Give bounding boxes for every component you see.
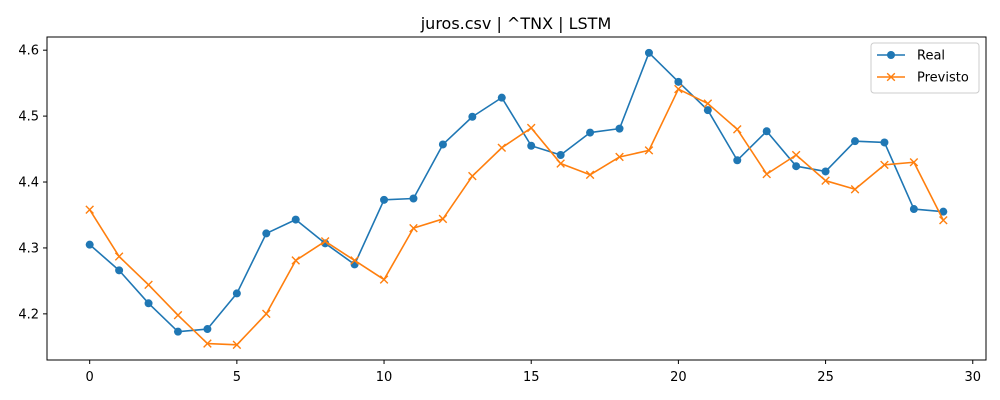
data-point	[909, 157, 919, 167]
x-tick-label: 15	[523, 370, 540, 385]
data-point	[880, 160, 889, 170]
legend-item-previsto: Previsto	[877, 71, 969, 86]
data-point	[497, 143, 507, 153]
series-real	[85, 48, 948, 336]
data-point	[173, 327, 182, 336]
legend-label: Previsto	[917, 71, 969, 86]
data-point	[114, 252, 124, 261]
data-point	[939, 215, 948, 225]
y-tick-label: 4.6	[18, 44, 39, 59]
data-point	[527, 141, 536, 150]
x-tick-label: 20	[670, 370, 687, 385]
legend-label: Real	[917, 49, 945, 64]
data-point	[291, 256, 301, 265]
data-point	[644, 48, 653, 57]
data-point	[556, 159, 565, 168]
legend-marker	[887, 51, 895, 59]
axes-frame	[46, 36, 987, 361]
data-point	[291, 215, 300, 224]
data-point	[203, 325, 212, 334]
data-point	[262, 229, 271, 238]
data-point	[821, 176, 830, 185]
data-point	[821, 167, 830, 176]
data-point	[262, 309, 271, 319]
y-tick-label: 4.4	[18, 176, 39, 191]
x-tick-label: 0	[86, 370, 94, 385]
data-point	[850, 184, 860, 194]
legend: Real Previsto	[870, 42, 980, 94]
series-line-real	[89, 52, 944, 333]
legend-item-real: Real	[877, 49, 945, 64]
data-point	[526, 123, 536, 133]
data-point	[232, 340, 242, 350]
data-point	[791, 150, 801, 160]
data-point	[939, 207, 948, 216]
data-point	[85, 205, 94, 215]
data-point	[232, 289, 241, 298]
data-point	[674, 84, 683, 94]
data-point	[732, 124, 742, 134]
x-tick-label: 30	[964, 370, 981, 385]
series-line-previsto	[89, 88, 945, 346]
data-point	[85, 240, 94, 249]
legend-marker	[886, 72, 896, 82]
data-point	[173, 310, 183, 320]
data-point	[762, 169, 771, 179]
data-point	[615, 124, 624, 133]
data-point	[556, 150, 565, 159]
data-point	[909, 205, 918, 214]
data-point	[586, 128, 595, 137]
data-point	[409, 194, 418, 203]
y-tick-label: 4.2	[18, 307, 39, 322]
data-point	[468, 112, 477, 121]
data-point	[438, 140, 447, 149]
data-point	[880, 138, 889, 147]
y-tick-label: 4.5	[18, 110, 39, 125]
series-previsto	[85, 84, 948, 350]
data-point	[379, 275, 389, 284]
y-tick-label: 4.3	[18, 241, 39, 256]
data-point	[144, 280, 153, 290]
data-point	[468, 171, 477, 181]
axes: 0 5 10 15 20 25 30 4.2 4.3 4.4 4.5 4.6	[18, 36, 987, 385]
data-point	[703, 99, 713, 108]
data-point	[115, 266, 124, 275]
data-point	[144, 299, 153, 308]
data-point	[438, 214, 448, 224]
data-point	[703, 106, 712, 115]
data-point	[321, 239, 330, 248]
data-point	[615, 152, 624, 162]
data-point	[409, 223, 418, 233]
data-point	[733, 156, 742, 165]
data-point	[851, 137, 860, 146]
plot-area	[85, 48, 948, 350]
data-point	[497, 93, 506, 102]
data-point	[644, 146, 654, 155]
x-tick-label: 10	[376, 370, 393, 385]
data-point	[380, 195, 389, 204]
data-point	[320, 237, 330, 246]
data-point	[674, 77, 683, 86]
data-point	[792, 162, 801, 171]
data-point	[350, 256, 359, 265]
x-tick-label: 25	[817, 370, 834, 385]
data-point	[585, 170, 595, 180]
data-point	[762, 127, 771, 136]
data-point	[203, 339, 212, 348]
chart-title: juros.csv | ^TNX | LSTM	[420, 14, 612, 33]
x-tick-label: 5	[233, 370, 241, 385]
